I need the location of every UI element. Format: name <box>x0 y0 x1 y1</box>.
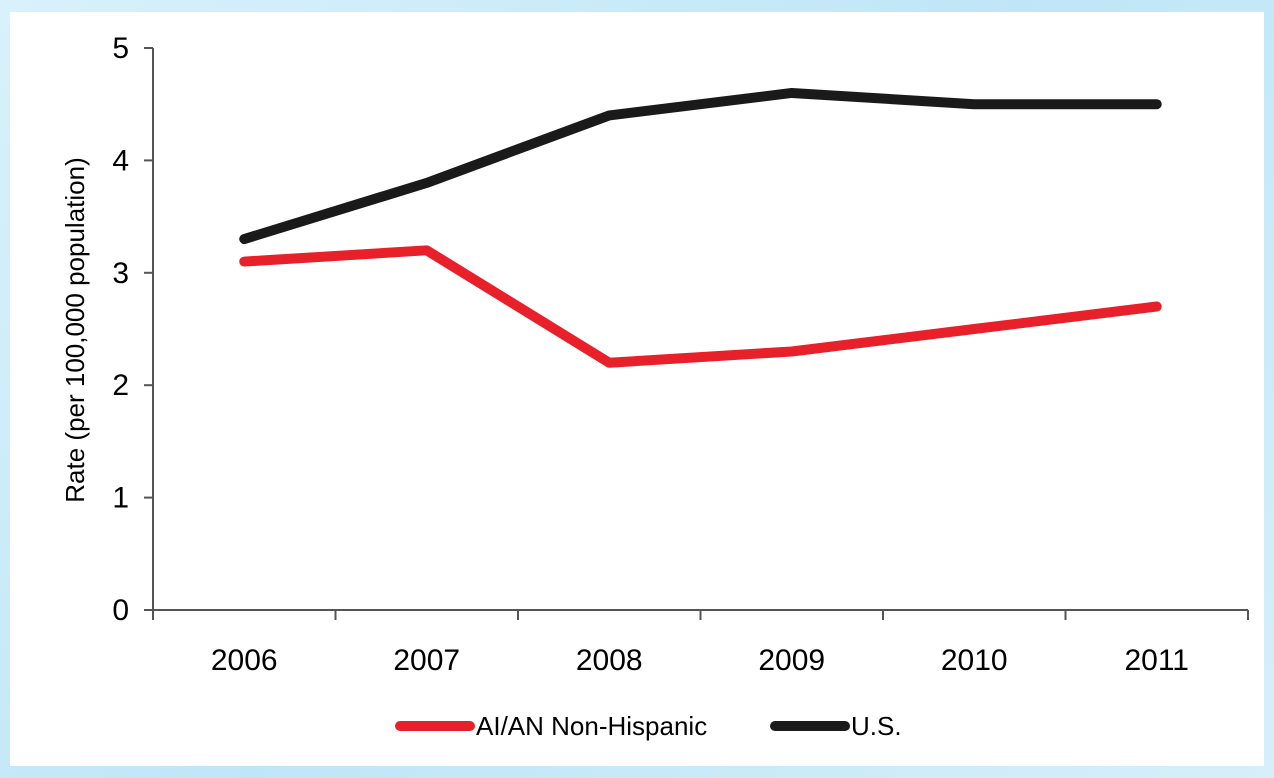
data-point <box>426 249 428 251</box>
legend-label: U.S. <box>851 711 902 741</box>
y-tick-label: 0 <box>112 594 129 627</box>
x-axis: 2006 2007 2008 2009 2010 2011 <box>152 609 1249 677</box>
x-tick-label: 2010 <box>941 644 1008 677</box>
data-point <box>608 114 610 116</box>
series-line-0 <box>239 245 1162 368</box>
legend: AI/AN Non-Hispanic U.S. <box>395 711 902 741</box>
y-tick-label: 1 <box>112 482 129 515</box>
chart-frame <box>10 12 1264 766</box>
data-point <box>973 103 975 105</box>
data-point <box>1156 103 1158 105</box>
series-line-1 <box>239 87 1162 245</box>
data-point <box>608 362 610 364</box>
data-point <box>426 182 428 184</box>
y-axis: 0 1 2 3 4 5 <box>112 32 154 627</box>
x-tick-label: 2008 <box>576 644 643 677</box>
data-point <box>243 261 245 263</box>
x-tick-label: 2007 <box>393 644 460 677</box>
data-point <box>1156 306 1158 308</box>
y-axis-title: Rate (per 100,000 population) <box>60 157 90 502</box>
legend-label: AI/AN Non-Hispanic <box>476 711 707 741</box>
data-point <box>791 92 793 94</box>
y-tick-label: 2 <box>112 369 129 402</box>
y-tick-label: 4 <box>112 144 129 177</box>
x-tick-label: 2011 <box>1124 644 1189 677</box>
x-tick-label: 2006 <box>211 644 278 677</box>
data-point <box>973 328 975 330</box>
y-tick-label: 3 <box>112 257 129 290</box>
x-tick-label: 2009 <box>758 644 825 677</box>
data-point <box>243 238 245 240</box>
series-lines <box>239 87 1162 368</box>
y-tick-label: 5 <box>112 32 129 65</box>
data-point <box>791 350 793 352</box>
